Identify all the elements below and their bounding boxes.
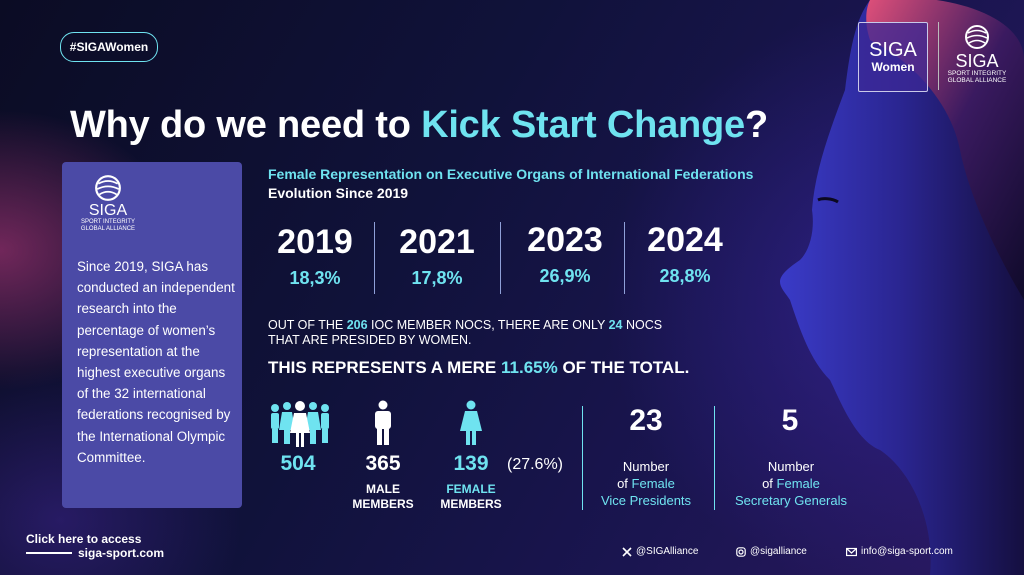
male-label-line2: MEMBERS xyxy=(352,497,414,511)
female-members-count: 139 xyxy=(453,452,489,475)
male-members-count: 365 xyxy=(365,452,401,475)
year-2023-block: 2023 26,9% xyxy=(510,222,620,287)
card-logo-sub1: SPORT INTEGRITY xyxy=(80,219,136,225)
card-logo-sub2: GLOBAL ALLIANCE xyxy=(80,226,136,232)
year-percent: 26,9% xyxy=(539,266,591,286)
year-2024-block: 2024 28,8% xyxy=(630,222,740,287)
year-2019-block: 2019 18,3% xyxy=(260,224,370,289)
mere-pre: THIS REPRESENTS A MERE xyxy=(268,358,501,377)
mere-post: OF THE TOTAL. xyxy=(557,358,690,377)
nocs-p2: IOC MEMBER NOCS, THERE ARE ONLY xyxy=(367,318,609,332)
year-divider xyxy=(624,222,625,294)
secgen-caption-of: of xyxy=(762,476,777,491)
x-handle: @SIGAlliance xyxy=(636,546,699,557)
hashtag-badge[interactable]: #SIGAWomen xyxy=(60,32,158,62)
female-icon xyxy=(460,400,482,445)
siga-logo: SIGA SPORT INTEGRITY GLOBAL ALLIANCE xyxy=(944,24,1010,90)
email-link[interactable]: info@siga-sport.com xyxy=(846,546,953,557)
group-people-icon xyxy=(271,401,329,447)
email-address: info@siga-sport.com xyxy=(861,546,953,557)
year-divider xyxy=(374,222,375,294)
year-percent: 17,8% xyxy=(411,268,463,288)
year-label: 2023 xyxy=(527,221,603,259)
vice-caption-line1: Number xyxy=(622,459,670,474)
instagram-icon xyxy=(736,546,746,557)
male-icon xyxy=(375,400,391,445)
year-2021-block: 2021 17,8% xyxy=(382,224,492,289)
siga-logo-sub2: GLOBAL ALLIANCE xyxy=(947,77,1007,84)
website-link[interactable]: siga-sport.com xyxy=(78,546,165,560)
year-percent: 28,8% xyxy=(659,266,711,286)
secgen-caption-line1: Number xyxy=(767,459,815,474)
year-label: 2024 xyxy=(647,221,723,259)
stats-divider xyxy=(714,406,715,510)
siga-logo-sub1: SPORT INTEGRITY xyxy=(947,70,1007,77)
year-divider xyxy=(500,222,501,294)
instagram-handle-link[interactable]: @sigalliance xyxy=(736,546,807,557)
nocs-text: OUT OF THE 206 IOC MEMBER NOCS, THERE AR… xyxy=(268,318,688,348)
vice-caption-female: Female xyxy=(631,476,675,491)
click-here-link[interactable]: Click here to access xyxy=(26,532,142,546)
mail-icon xyxy=(846,547,857,556)
female-label-line2: MEMBERS xyxy=(440,497,502,511)
vice-caption-line2: of Female xyxy=(571,475,721,492)
stats-divider xyxy=(582,406,583,510)
vice-caption-line3: Vice Presidents xyxy=(600,493,692,508)
siga-globe-icon xyxy=(965,25,989,49)
vice-caption-of: of xyxy=(617,476,632,491)
vice-presidents-count: 23 xyxy=(629,404,663,437)
siga-logo-name: SIGA xyxy=(955,51,999,71)
nocs-women: 24 xyxy=(608,318,623,332)
nocs-total: 206 xyxy=(346,318,368,332)
secgen-caption-line3: Secretary Generals xyxy=(735,493,847,508)
info-card: SIGA SPORT INTEGRITY GLOBAL ALLIANCE Sin… xyxy=(62,162,242,508)
card-siga-logo: SIGA SPORT INTEGRITY GLOBAL ALLIANCE xyxy=(78,174,138,233)
secretary-generals-caption: Number of Female Secretary Generals xyxy=(716,458,866,509)
year-label: 2019 xyxy=(277,223,353,261)
nocs-p1: OUT OF THE xyxy=(268,318,347,332)
title-highlight: Kick Start Change xyxy=(421,104,745,146)
x-handle-link[interactable]: @SIGAlliance xyxy=(622,546,698,557)
title-pre: Why do we need to xyxy=(70,104,422,146)
female-label-line1: FEMALE xyxy=(446,482,496,496)
secgen-caption-female: Female xyxy=(776,476,820,491)
female-members-percent: (27.6%) xyxy=(506,456,564,473)
title-post: ? xyxy=(744,104,768,146)
mere-statement: THIS REPRESENTS A MERE 11.65% OF THE TOT… xyxy=(268,358,689,378)
year-percent: 18,3% xyxy=(289,268,341,288)
male-members-label: MALE MEMBERS xyxy=(340,482,426,512)
x-icon xyxy=(622,546,632,557)
siga-globe-icon xyxy=(95,175,121,201)
section-subheading: Evolution Since 2019 xyxy=(268,185,409,201)
year-label: 2021 xyxy=(399,223,475,261)
secretary-generals-count: 5 xyxy=(781,404,799,437)
vice-presidents-caption: Number of Female Vice Presidents xyxy=(571,458,721,509)
mere-percent: 11.65% xyxy=(501,358,558,377)
total-members-count: 504 xyxy=(280,452,316,475)
link-underline xyxy=(26,552,72,554)
card-logo-name: SIGA xyxy=(88,202,128,219)
logo-women-line2: Women xyxy=(871,60,915,74)
nocs-p3: NOCS THAT ARE PRESIDED BY WOMEN. xyxy=(268,318,663,347)
logo-women-line1: SIGA xyxy=(869,39,917,61)
male-label-line1: MALE xyxy=(366,482,400,496)
logo-divider xyxy=(938,22,939,90)
card-text: Since 2019, SIGA has conducted an indepe… xyxy=(77,259,235,465)
instagram-handle: @sigalliance xyxy=(750,546,807,557)
female-members-label: FEMALE MEMBERS xyxy=(428,482,514,512)
siga-women-logo: SIGA Women xyxy=(858,22,928,92)
secgen-caption-line2: of Female xyxy=(716,475,866,492)
page-title: Why do we need to Kick Start Change? xyxy=(70,104,768,147)
woman-profile-image xyxy=(780,0,1024,575)
section-heading: Female Representation on Executive Organ… xyxy=(268,166,754,182)
